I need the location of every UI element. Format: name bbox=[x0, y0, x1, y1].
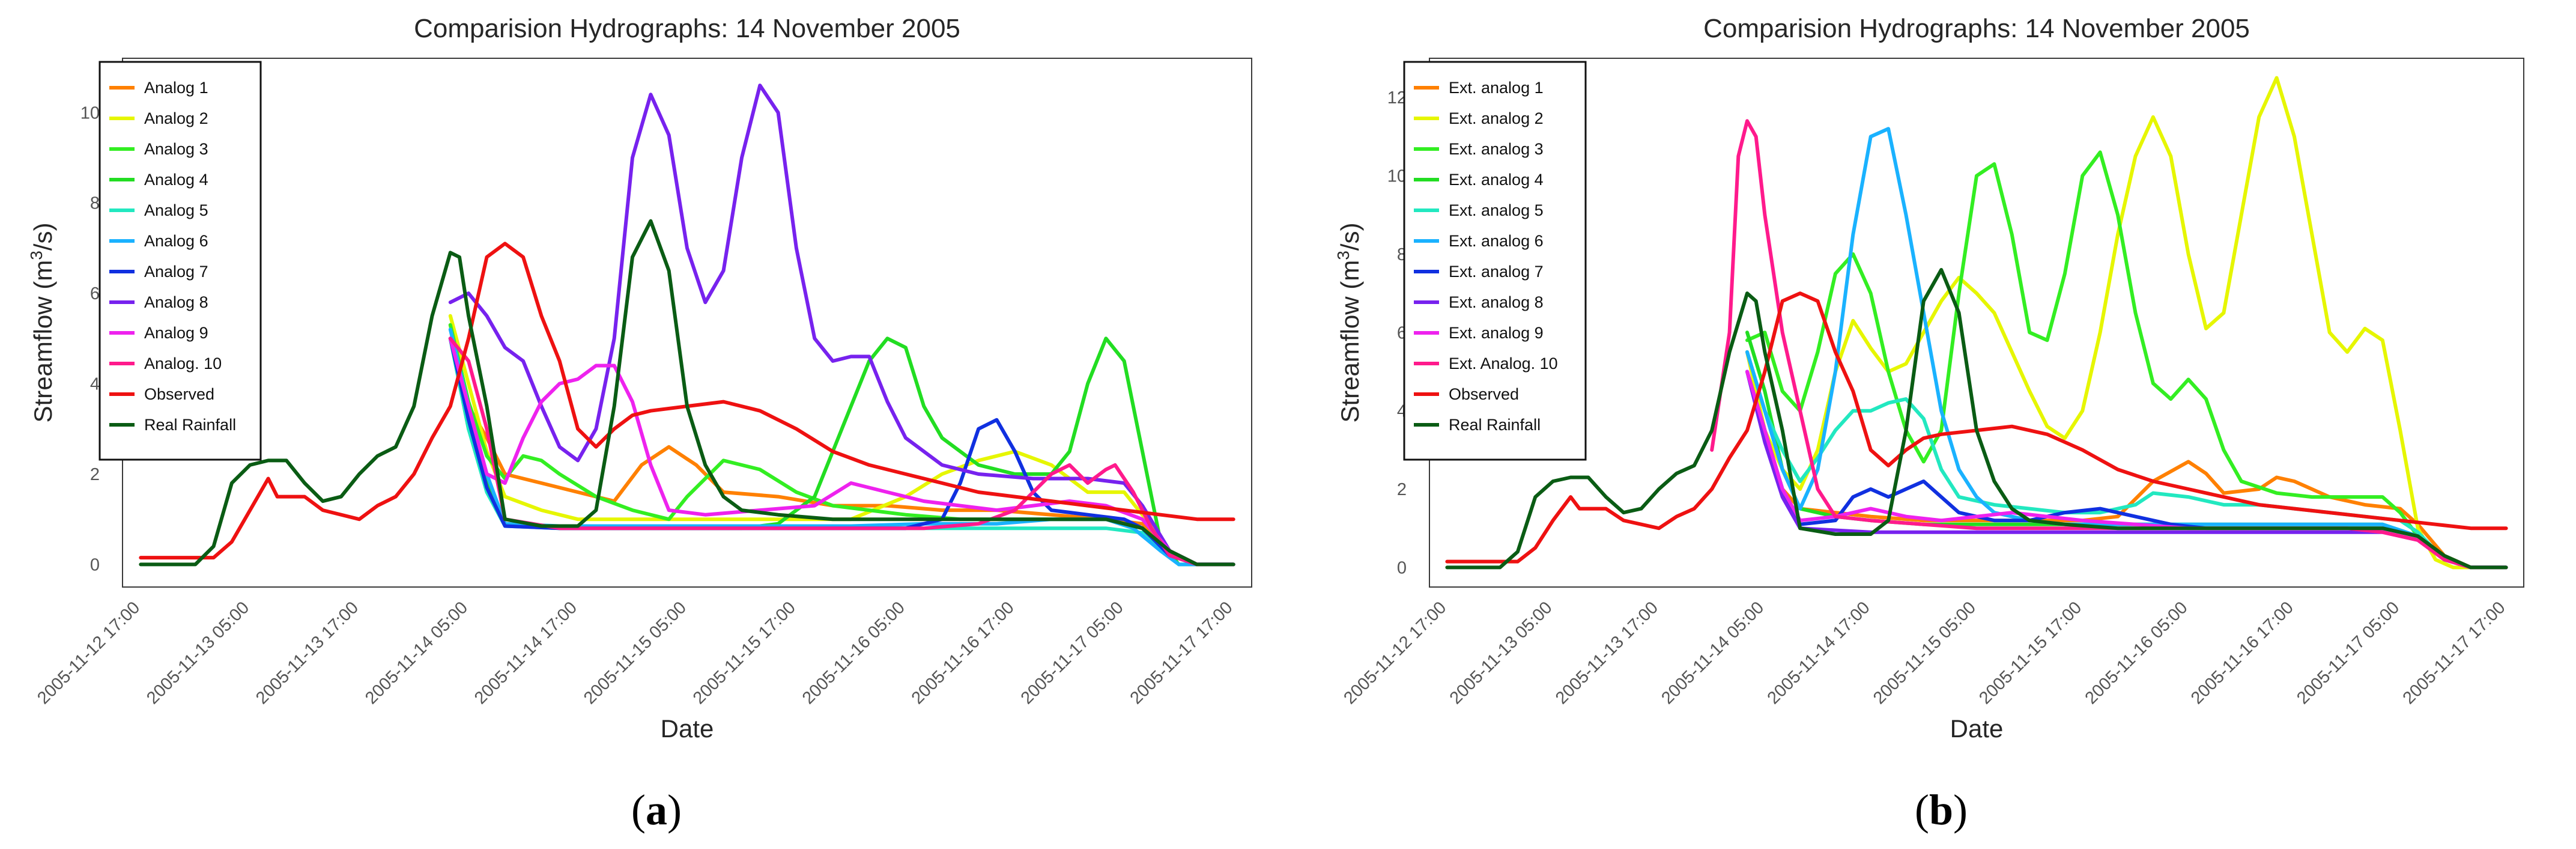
plot-frame bbox=[122, 58, 1252, 588]
y-axis-label-tail: /s) bbox=[1336, 223, 1364, 251]
legend-label: Ext. analog 7 bbox=[1449, 263, 1544, 281]
x-tick-label: 2005-11-14 17:00 bbox=[1764, 598, 1874, 708]
panel-label-close: ) bbox=[667, 786, 682, 834]
legend: Analog 1 Analog 2 Analog 3 Analog 4 Analog 5… bbox=[98, 61, 262, 461]
x-tick-label: 2005-11-17 17:00 bbox=[2399, 598, 2509, 708]
x-tick-label: 2005-11-12 17:00 bbox=[1340, 598, 1450, 708]
x-tick-label: 2005-11-16 17:00 bbox=[908, 598, 1018, 708]
panel-label-open: ( bbox=[1915, 786, 1929, 834]
series-group bbox=[1445, 76, 2508, 570]
series-line-ext-analog-2 bbox=[1745, 76, 2508, 570]
x-tick-label: 2005-11-14 05:00 bbox=[1658, 598, 1768, 708]
legend-label: Analog 3 bbox=[144, 140, 208, 158]
series-group bbox=[139, 84, 1235, 567]
x-tick-label: 2005-11-16 05:00 bbox=[2082, 598, 2192, 708]
x-tick-label: 2005-11-15 17:00 bbox=[1975, 598, 2085, 708]
x-tick-label: 2005-11-15 17:00 bbox=[689, 598, 799, 708]
y-tick-label: 0 bbox=[1397, 558, 1407, 577]
y-axis-label-main: Streamflow (m bbox=[1336, 260, 1364, 423]
legend-label: Analog 6 bbox=[144, 232, 208, 250]
legend-label: Ext. analog 9 bbox=[1449, 324, 1544, 342]
x-tick-label: 2005-11-15 05:00 bbox=[580, 598, 690, 708]
y-axis-label: Streamflow (m3/s) bbox=[1334, 223, 1364, 423]
x-tick-label: 2005-11-16 05:00 bbox=[799, 598, 909, 708]
chart-title: Comparision Hydrographs: 14 November 200… bbox=[1703, 14, 2250, 43]
legend-label: Analog. 10 bbox=[144, 355, 222, 373]
x-axis-label: Date bbox=[1950, 714, 2004, 743]
legend-label: Ext. Analog. 10 bbox=[1449, 355, 1558, 373]
series-line-ext-analog-10 bbox=[1710, 119, 2508, 570]
series-line-ext-analog-1 bbox=[1745, 350, 2508, 570]
series-line-real-rainfall bbox=[139, 219, 1235, 567]
series-line-analog-1 bbox=[448, 323, 1235, 567]
legend-label: Analog 2 bbox=[144, 109, 208, 127]
y-axis-label-superscript: 3 bbox=[27, 251, 46, 260]
y-tick-label: 6 bbox=[90, 284, 100, 303]
series-line-real-rainfall bbox=[1445, 268, 2508, 570]
legend-label: Analog 9 bbox=[144, 324, 208, 342]
x-tick-label: 2005-11-12 17:00 bbox=[34, 598, 144, 708]
legend-label: Ext. analog 1 bbox=[1449, 79, 1544, 97]
series-line-ext-analog-3 bbox=[1745, 150, 2508, 570]
legend-label: Observed bbox=[1449, 385, 1519, 403]
series-line-analog-9 bbox=[448, 336, 1235, 567]
series-line-analog-2 bbox=[448, 314, 1235, 567]
legend-label: Analog 8 bbox=[144, 293, 208, 311]
legend-label: Ext. analog 3 bbox=[1449, 140, 1544, 158]
legend-label: Observed bbox=[144, 385, 214, 403]
legend-label: Analog 4 bbox=[144, 171, 208, 189]
legend-label: Real Rainfall bbox=[1449, 416, 1541, 434]
chart-panel-a: Comparision Hydrographs: 14 November 200… bbox=[27, 14, 1252, 834]
legend-label: Ext. analog 8 bbox=[1449, 293, 1544, 311]
series-line-ext-analog-6 bbox=[1745, 127, 2508, 570]
chart-title: Comparision Hydrographs: 14 November 200… bbox=[414, 14, 960, 43]
x-tick-label: 2005-11-17 05:00 bbox=[2293, 598, 2403, 708]
x-tick-label: 2005-11-13 05:00 bbox=[143, 598, 253, 708]
panel-label-letter: a bbox=[646, 786, 667, 834]
x-tick-label: 2005-11-17 05:00 bbox=[1017, 598, 1127, 708]
series-line-analog-8 bbox=[448, 84, 1235, 567]
y-axis-label-tail: /s) bbox=[29, 223, 57, 251]
y-tick-label: 8 bbox=[90, 194, 100, 213]
x-axis-label: Date bbox=[661, 714, 714, 743]
x-tick-label: 2005-11-14 17:00 bbox=[471, 598, 581, 708]
legend-label: Ext. analog 5 bbox=[1449, 201, 1544, 219]
x-tick-label: 2005-11-13 17:00 bbox=[252, 598, 362, 708]
x-tick-label: 2005-11-16 17:00 bbox=[2187, 598, 2297, 708]
y-tick-label: 2 bbox=[1397, 480, 1407, 499]
y-tick-label: 0 bbox=[90, 555, 100, 574]
legend-label: Analog 7 bbox=[144, 263, 208, 281]
legend: Ext. analog 1 Ext. analog 2 Ext. analog 3 E… bbox=[1403, 61, 1587, 461]
legend-label: Analog 5 bbox=[144, 201, 208, 219]
x-tick-label: 2005-11-14 05:00 bbox=[362, 598, 471, 708]
panel-label: (b) bbox=[1915, 786, 1968, 834]
y-tick-label: 4 bbox=[90, 375, 100, 394]
legend-label: Ext. analog 6 bbox=[1449, 232, 1544, 250]
y-axis-label-superscript: 3 bbox=[1334, 251, 1353, 260]
panel-label-close: ) bbox=[1953, 786, 1968, 834]
panel-label: (a) bbox=[631, 786, 682, 834]
series-line-observed bbox=[1445, 291, 2508, 564]
panel-label-letter: b bbox=[1929, 786, 1953, 834]
y-tick-label: 10 bbox=[80, 103, 100, 123]
legend-label: Real Rainfall bbox=[144, 416, 236, 434]
y-axis-label-main: Streamflow (m bbox=[29, 260, 57, 423]
y-axis-label: Streamflow (m3/s) bbox=[27, 223, 57, 423]
y-tick-label: 2 bbox=[90, 465, 100, 484]
series-line-observed bbox=[139, 242, 1235, 560]
x-tick-label: 2005-11-13 17:00 bbox=[1552, 598, 1662, 708]
series-line-analog-6 bbox=[448, 327, 1235, 567]
x-tick-label: 2005-11-13 05:00 bbox=[1446, 598, 1556, 708]
x-tick-label: 2005-11-17 17:00 bbox=[1127, 598, 1237, 708]
legend-label: Analog 1 bbox=[144, 79, 208, 97]
chart-panel-b: Comparision Hydrographs: 14 November 200… bbox=[1334, 14, 2524, 834]
panel-label-open: ( bbox=[631, 786, 646, 834]
x-tick-label: 2005-11-15 05:00 bbox=[1870, 598, 1980, 708]
legend-label: Ext. analog 2 bbox=[1449, 109, 1544, 127]
legend-label: Ext. analog 4 bbox=[1449, 171, 1544, 189]
